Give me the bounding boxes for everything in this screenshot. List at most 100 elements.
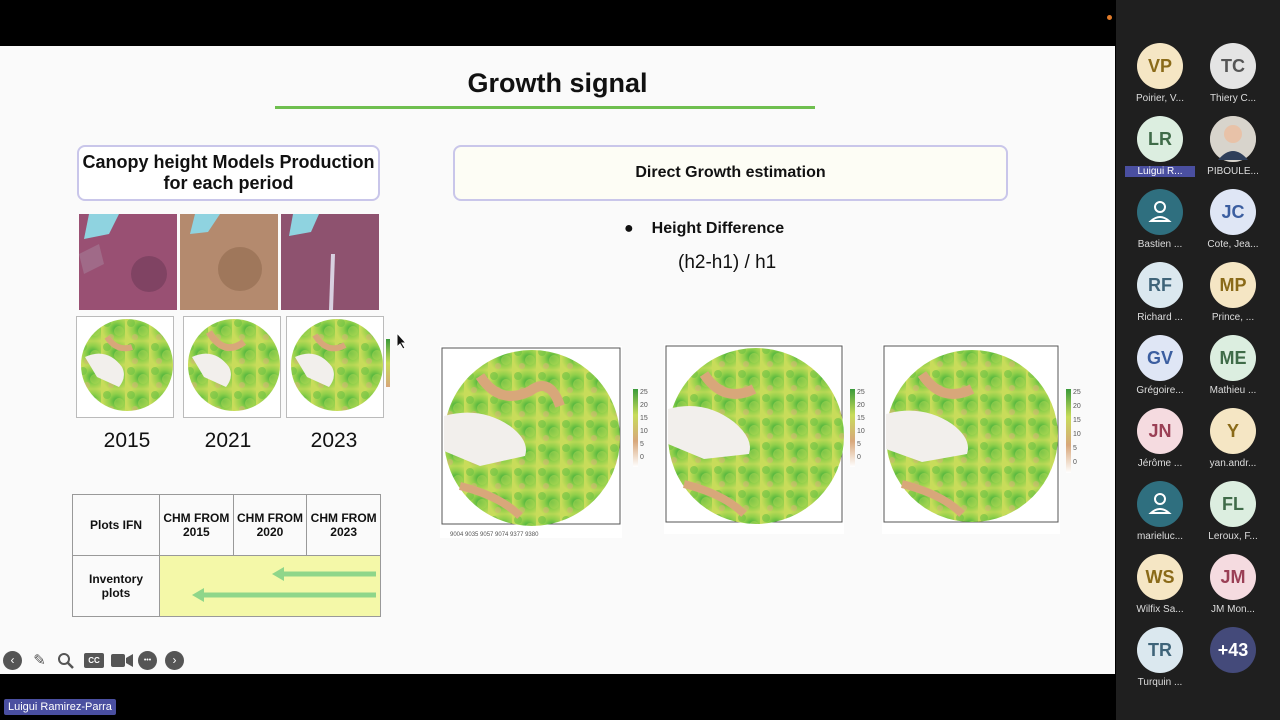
aerial-photo-2023 [281,214,379,310]
mouse-cursor-icon [396,332,408,350]
participant-avatar: WS [1137,554,1183,600]
growth-legend-3-ticks: 25 20 15 10 5 0 [1073,389,1081,466]
participant-tile[interactable]: TC Thiery C... [1198,43,1268,104]
participant-tile[interactable]: VP Poirier, V... [1125,43,1195,104]
participant-name: Turquin ... [1137,677,1183,688]
chm-map-2023 [286,316,384,418]
table-header-chm-2015: CHM FROM 2015 [159,494,234,556]
presentation-slide: Growth signal Canopy height Models Produ… [0,46,1115,674]
bullet-height-difference: ● Height Difference [624,220,784,238]
forward-icon[interactable]: › [165,651,184,670]
participant-tile[interactable]: marieluc... [1125,481,1195,542]
participant-name: Richard ... [1137,312,1183,323]
bullet-text: Height Difference [651,220,785,237]
participant-name: PIBOULE... [1207,166,1259,177]
bullet-dot-icon: ● [624,220,634,237]
participant-name: Thiery C... [1209,93,1257,104]
participant-tile[interactable]: RF Richard ... [1125,262,1195,323]
growth-estimation-box: Direct Growth estimation [453,145,1008,201]
participant-avatar: JN [1137,408,1183,454]
year-label-2015: 2015 [103,429,151,452]
table-row-inventory-plots: Inventory plots [72,555,160,617]
participant-tile[interactable]: GV Grégoire... [1125,335,1195,396]
participant-tile[interactable]: FL Leroux, F... [1198,481,1268,542]
participant-avatar: RF [1137,262,1183,308]
slide-title: Growth signal [467,68,648,98]
participant-name: Cote, Jea... [1207,239,1259,250]
more-icon[interactable]: ••• [138,651,157,670]
chm-production-box: Canopy height Models Production for each… [77,145,380,201]
chm-legend-bar [386,339,390,387]
participant-avatar: MP [1210,262,1256,308]
table-header-chm-2020: CHM FROM 2020 [232,494,308,556]
participant-avatar: TC [1210,43,1256,89]
aerial-photo-2015 [79,214,177,310]
person-icon [1137,481,1183,527]
captions-icon[interactable]: CC [84,653,104,668]
growth-formula: (h2-h1) / h1 [678,252,777,273]
participant-tile[interactable]: TR Turquin ... [1125,627,1195,688]
participant-avatar: GV [1137,335,1183,381]
growth-map-1: 9004 9035 9057 9074 9377 9380 [440,346,622,538]
participant-avatar: Y [1210,408,1256,454]
participant-tile[interactable]: JC Cote, Jea... [1198,189,1268,250]
participant-name: Grégoire... [1136,385,1184,396]
participant-name: Jérôme ... [1137,458,1183,469]
participant-name: yan.andr... [1209,458,1257,469]
participant-name: Prince, ... [1211,312,1255,323]
participant-tile[interactable]: ME Mathieu ... [1198,335,1268,396]
growth-map-3 [882,344,1060,534]
year-label-2021: 2021 [204,429,252,452]
participant-avatar: ME [1210,335,1256,381]
participant-name: Poirier, V... [1136,93,1184,104]
participant-name: JM Mon... [1211,604,1255,615]
table-arrows-cell [159,555,381,617]
table-header-plots-ifn: Plots IFN [72,494,160,556]
zoom-icon[interactable] [57,652,75,670]
arrow-icons [192,567,376,602]
growth-legend-2 [850,389,855,467]
growth-map-2 [664,344,844,534]
growth-legend-2-ticks: 25 20 15 10 5 0 [857,389,865,461]
participant-name: Luigui R... [1125,166,1195,177]
chm-map-2021 [183,316,281,418]
table-header-chm-2023: CHM FROM 2023 [306,494,381,556]
participant-avatar: TR [1137,627,1183,673]
participant-avatar: JC [1210,189,1256,235]
participant-name: Leroux, F... [1208,531,1258,542]
participant-photo [1210,116,1256,162]
person-icon [1137,189,1183,235]
participant-avatar: FL [1210,481,1256,527]
participant-tile[interactable]: Bastien ... [1125,189,1195,250]
participant-tile[interactable]: +43 [1198,627,1268,673]
growth-legend-1 [633,389,638,467]
presenter-name-tag: Luigui Ramirez-Parra [4,699,116,715]
svg-text:9004 9035 9057 9074 9377 9380: 9004 9035 9057 9074 9377 9380 [450,532,539,538]
participant-tile[interactable]: WS Wilfix Sa... [1125,554,1195,615]
participant-name: Mathieu ... [1209,385,1257,396]
growth-legend-3 [1066,389,1071,473]
title-underline [275,106,815,109]
participant-tile[interactable]: JN Jérôme ... [1125,408,1195,469]
participant-name: Wilfix Sa... [1136,604,1184,615]
participant-tile[interactable]: LR Luigui R... [1125,116,1195,177]
participant-tile[interactable]: MP Prince, ... [1198,262,1268,323]
status-dot-icon [1107,15,1112,20]
participant-name: Bastien ... [1137,239,1183,250]
year-label-2023: 2023 [310,429,358,452]
participant-name: marieluc... [1136,531,1184,542]
chm-map-2015 [76,316,174,418]
growth-legend-1-ticks: 25 20 15 10 5 0 [640,389,648,461]
camera-icon[interactable] [111,653,133,668]
aerial-photo-2021 [180,214,278,310]
participant-avatar: JM [1210,554,1256,600]
participant-avatar: +43 [1210,627,1256,673]
participant-tile[interactable]: PIBOULE... [1198,116,1268,177]
back-icon[interactable]: ‹ [3,651,22,670]
pen-icon[interactable]: ✎ [33,652,46,669]
plots-table: Plots IFN CHM FROM 2015 CHM FROM 2020 CH… [72,494,381,617]
participant-tile[interactable]: JM JM Mon... [1198,554,1268,615]
participant-avatar: VP [1137,43,1183,89]
participant-avatar: LR [1137,116,1183,162]
